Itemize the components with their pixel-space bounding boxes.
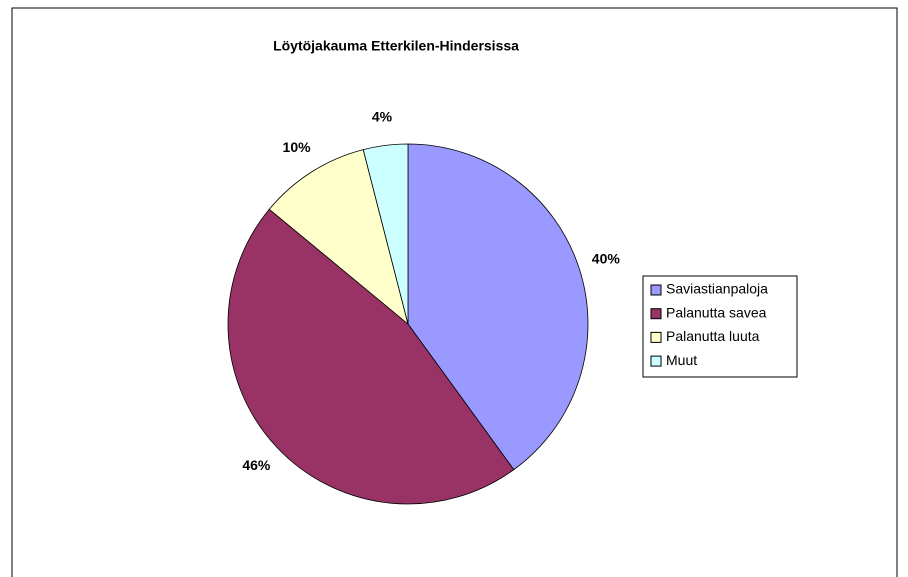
legend-swatch [650, 284, 662, 296]
data-label: 46% [242, 457, 271, 473]
pie-slice [362, 143, 409, 325]
legend-swatch [650, 308, 662, 320]
chart-title: Löytöjakauma Etterkilen-Hindersissa [273, 38, 519, 54]
legend-label: Palanutta savea [666, 304, 767, 320]
legend-box [642, 275, 798, 378]
legend-swatch [650, 331, 662, 343]
pie-slice [407, 143, 589, 471]
pie-slice [268, 149, 409, 326]
legend-swatch [650, 355, 662, 367]
data-label: 10% [283, 139, 312, 155]
legend-label: Muut [666, 352, 697, 368]
legend-label: Saviastianpaloja [666, 281, 768, 297]
data-label: 4% [372, 108, 393, 124]
legend-label: Palanutta luuta [666, 328, 760, 344]
data-label: 40% [592, 250, 621, 266]
pie-slice [227, 208, 515, 505]
